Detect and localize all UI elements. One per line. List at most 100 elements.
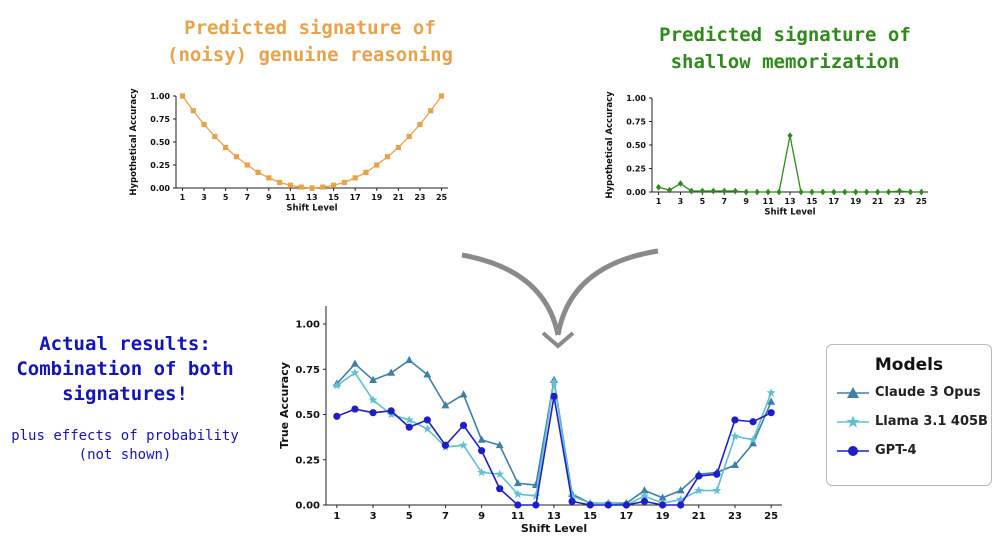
- reasoning-chart: 0.000.250.500.751.001 3 5 7 9 11 13 15 17 19 21 23 2…: [129, 88, 448, 214]
- series-line: [181, 95, 443, 189]
- legend-label-llama: Llama 3.1 405B: [875, 414, 988, 429]
- x-tick-label: 13: [306, 193, 317, 202]
- y-tick-label: 0.00: [295, 501, 320, 512]
- data-point: [586, 501, 594, 509]
- y-tick-label: 0.75: [150, 115, 170, 124]
- data-point: [422, 424, 432, 433]
- combine-arrow: [461, 248, 659, 349]
- x-tick-label: 23: [728, 511, 742, 522]
- data-point: [298, 184, 304, 190]
- series-memorization: [655, 132, 925, 196]
- memorization-chart: 0.000.250.500.751.001 3 5 7 9 11 13 15 17 19 21 23 2…: [605, 91, 928, 218]
- data-point: [568, 497, 576, 505]
- data-point: [201, 121, 207, 128]
- data-point: [604, 501, 612, 509]
- data-point: [179, 93, 186, 99]
- y-tick-label: 0.50: [626, 141, 646, 150]
- data-point: [640, 497, 649, 505]
- data-point: [896, 187, 903, 195]
- data-point: [694, 485, 704, 495]
- x-tick-label: 23: [414, 193, 425, 202]
- actual-line2: Combination of both: [16, 358, 234, 380]
- data-point: [477, 435, 486, 443]
- x-tick-label: 17: [350, 193, 361, 202]
- data-point: [266, 175, 272, 181]
- y-tick-label: 0.50: [295, 410, 320, 421]
- data-point: [244, 162, 250, 168]
- data-point: [223, 144, 229, 151]
- circle-marker-icon: [837, 445, 869, 456]
- data-point: [369, 409, 377, 417]
- arrow-right-branch: [555, 248, 659, 336]
- data-point: [721, 187, 727, 195]
- data-point: [352, 175, 358, 181]
- data-point: [749, 418, 757, 426]
- data-point: [405, 423, 413, 431]
- x-tick-label: 19: [656, 511, 670, 522]
- x-tick-label: 15: [583, 511, 597, 522]
- data-point: [549, 377, 559, 386]
- data-point: [695, 472, 703, 480]
- y-tick-label: 0.25: [626, 164, 646, 173]
- x-axis-label: Shift Level: [764, 208, 815, 218]
- y-tick-label: 0.75: [295, 365, 320, 376]
- data-point: [622, 501, 630, 509]
- data-point: [351, 405, 359, 413]
- x-axis-label: Shift Level: [286, 204, 337, 214]
- star-marker-icon: [837, 415, 869, 428]
- data-point: [369, 375, 378, 383]
- data-point: [767, 397, 776, 405]
- x-tick-label: 5: [406, 511, 413, 522]
- data-point: [333, 412, 341, 420]
- legend-item-llama: Llama 3.1 405B: [837, 414, 991, 429]
- x-tick-label: 11: [285, 193, 297, 202]
- series-line: [336, 396, 772, 506]
- data-point: [658, 501, 667, 509]
- data-point: [732, 187, 738, 195]
- data-point: [459, 421, 468, 429]
- data-point: [885, 188, 892, 196]
- data-point: [374, 162, 380, 168]
- data-point: [754, 188, 760, 196]
- data-point: [441, 401, 450, 409]
- data-point: [387, 407, 395, 415]
- data-point: [350, 359, 359, 367]
- series-gpt-4: [333, 392, 775, 509]
- arrow-left-branch: [461, 252, 561, 336]
- data-point: [368, 395, 378, 404]
- x-tick-label: 25: [764, 511, 778, 522]
- data-point: [767, 409, 775, 417]
- data-point: [688, 187, 695, 195]
- x-tick-label: 5: [700, 197, 706, 206]
- data-point: [918, 188, 925, 196]
- data-point: [710, 187, 716, 195]
- x-tick-label: 25: [436, 193, 448, 202]
- data-point: [406, 133, 412, 140]
- data-point: [809, 188, 815, 196]
- data-point: [875, 188, 881, 196]
- x-tick-label: 3: [370, 511, 377, 522]
- x-tick-label: 21: [393, 193, 405, 202]
- data-point: [233, 154, 240, 160]
- x-tick-label: 17: [828, 197, 839, 206]
- x-tick-label: 19: [850, 197, 862, 206]
- x-tick-label: 5: [223, 193, 229, 202]
- data-point: [658, 493, 667, 501]
- data-point: [363, 169, 369, 175]
- triangle-marker-icon: [837, 386, 869, 398]
- data-point: [287, 182, 294, 188]
- actual-results-text: Actual results: Combination of both sign…: [0, 332, 250, 407]
- y-axis-label: Hypothetical Accuracy: [605, 91, 615, 199]
- data-point: [405, 355, 414, 364]
- y-tick-label: 0.00: [150, 184, 170, 193]
- data-point: [438, 93, 445, 99]
- data-point: [441, 441, 450, 449]
- memorization-title-line2: shallow memorization: [670, 51, 900, 73]
- data-point: [320, 184, 326, 190]
- data-point: [640, 491, 649, 500]
- data-point: [423, 416, 431, 424]
- data-point: [676, 494, 686, 504]
- x-tick-label: 15: [328, 193, 340, 202]
- y-tick-label: 0.50: [150, 138, 170, 147]
- note-line2: (not shown): [78, 447, 172, 463]
